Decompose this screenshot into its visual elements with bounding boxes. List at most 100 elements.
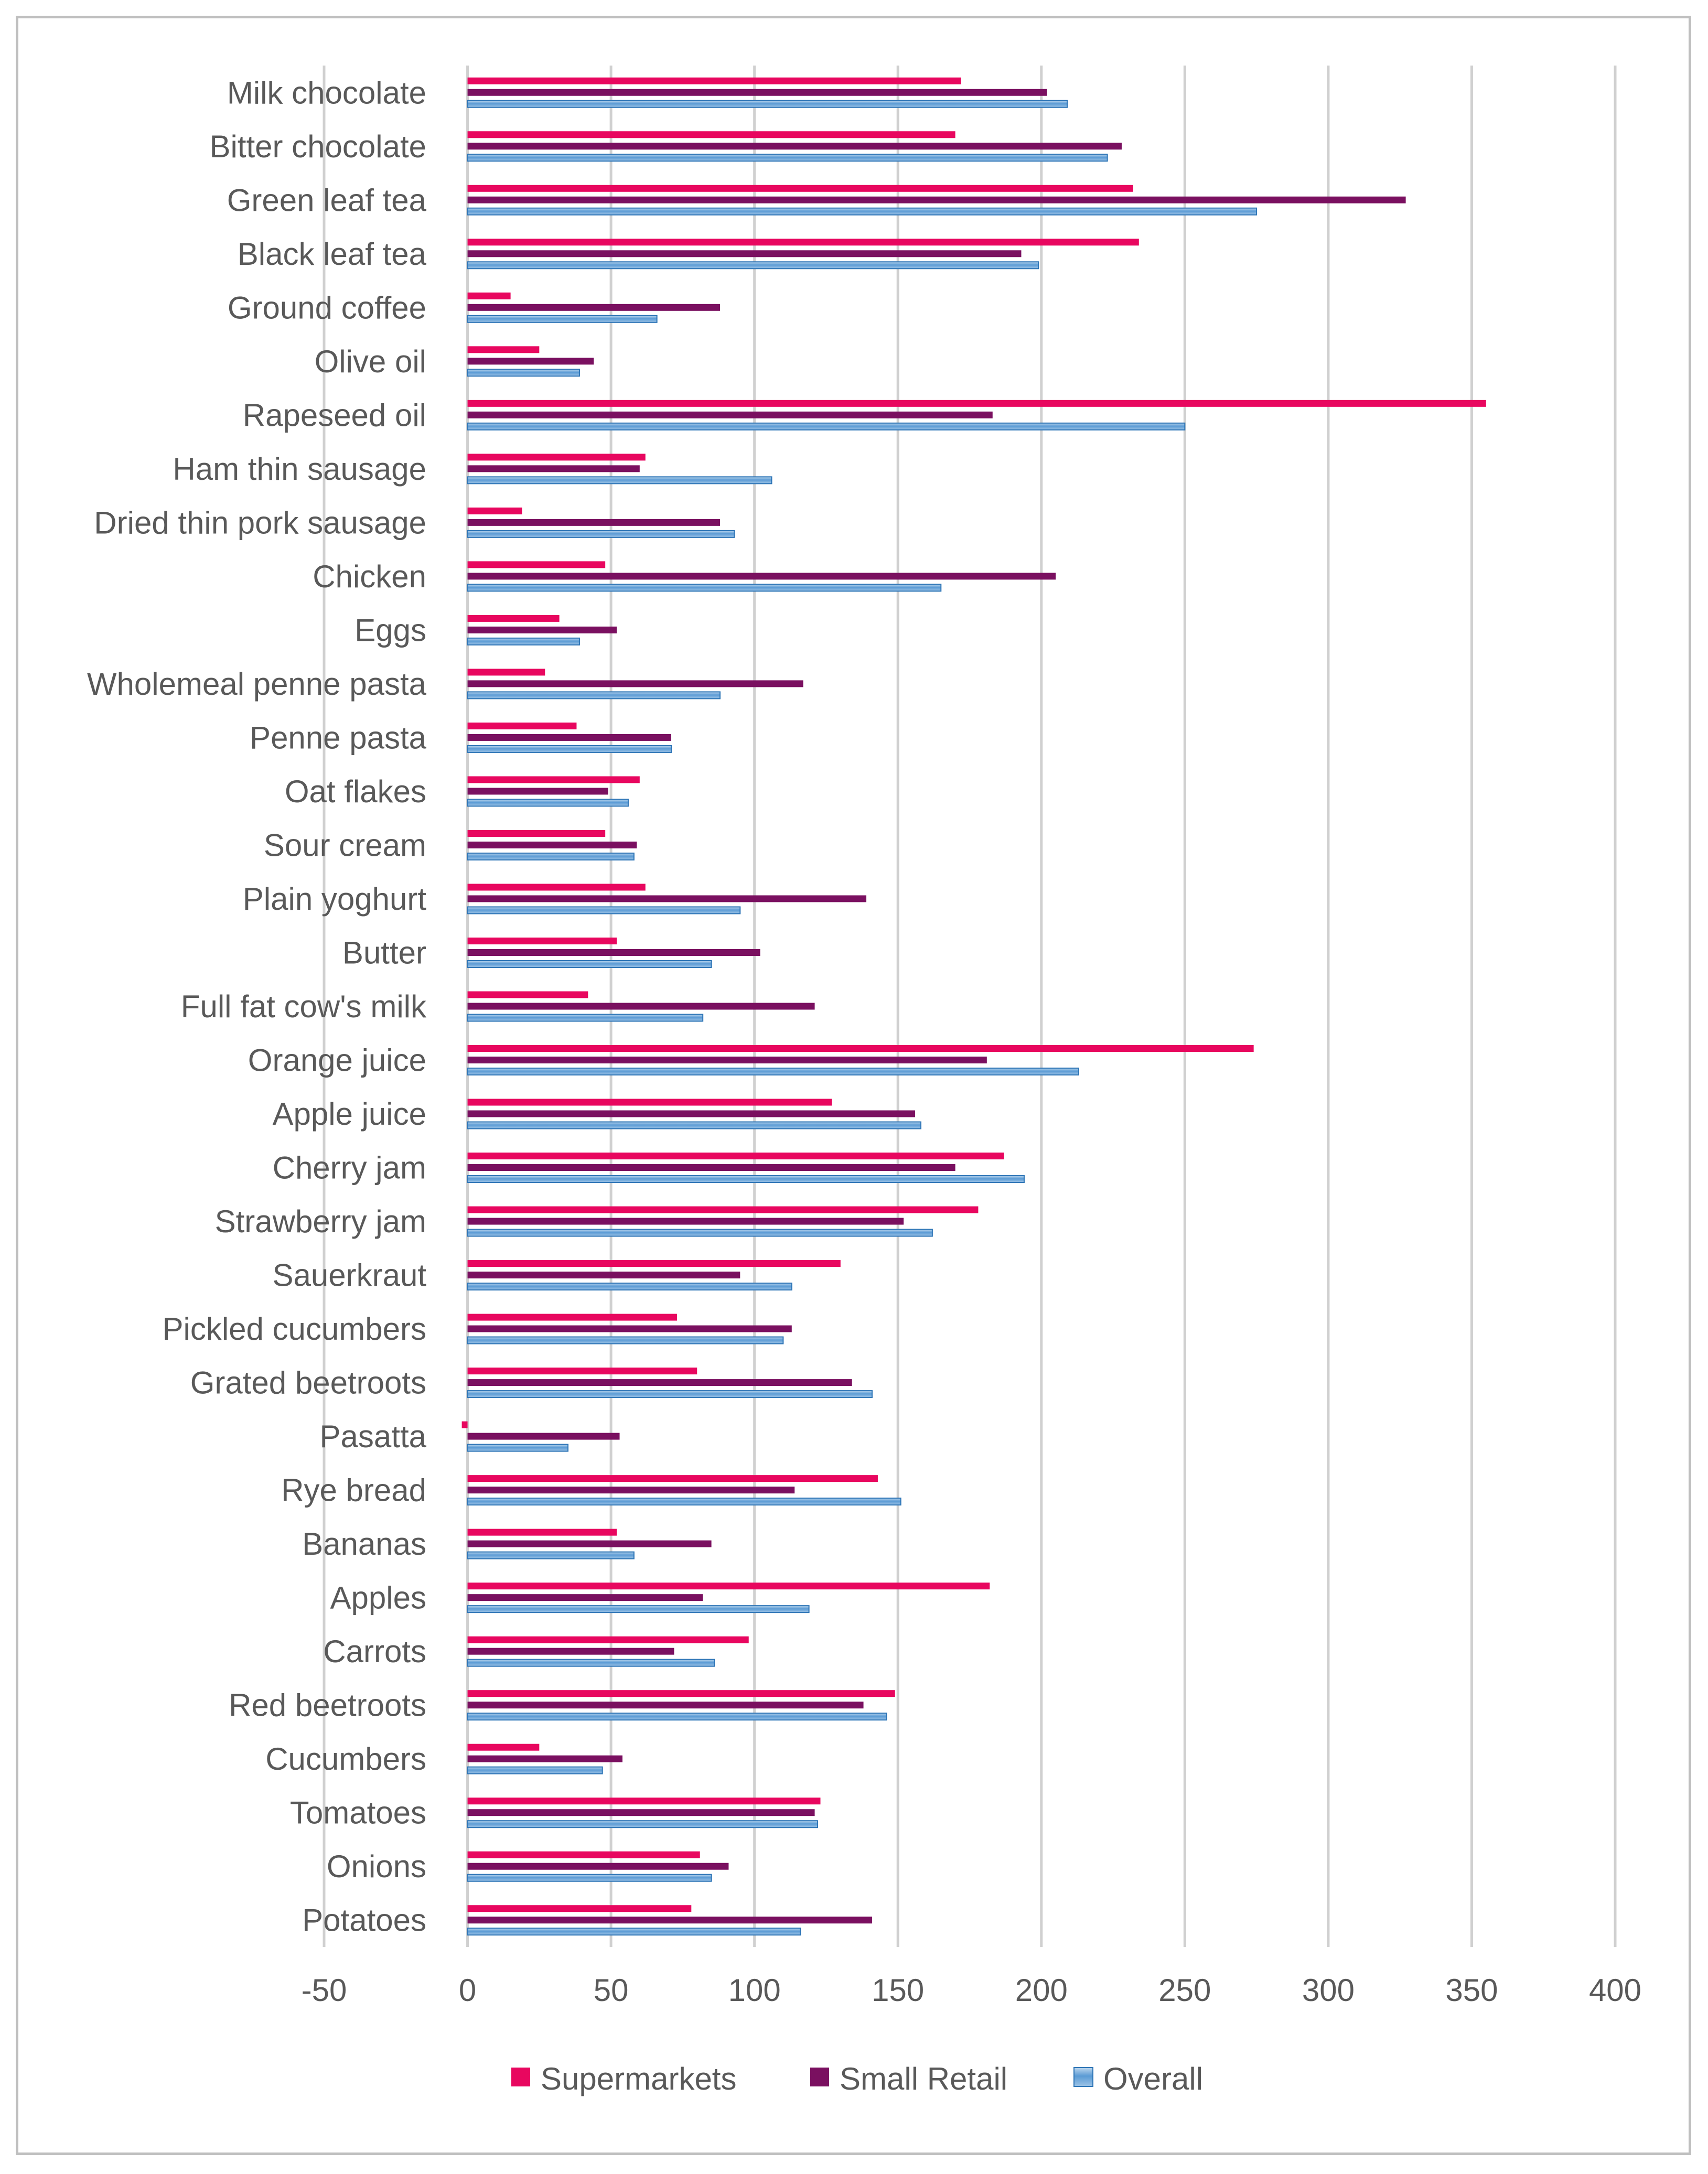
bar-supermarkets-ground-coffee (467, 292, 511, 299)
bar-small-retail-sauerkraut (467, 1272, 740, 1279)
category-label-pickled-cucumbers: Pickled cucumbers (162, 1311, 426, 1347)
bar-supermarkets-dried-thin-pork-sausage (467, 507, 522, 514)
bar-overall-dried-thin-pork-sausage (467, 530, 735, 538)
bar-overall-carrots (467, 1659, 715, 1667)
legend: Supermarkets Small Retail Overall (511, 2061, 1203, 2096)
chart-frame (16, 16, 1691, 2155)
bar-small-retail-grated-beetroots (467, 1379, 852, 1386)
bar-supermarkets-green-leaf-tea (467, 185, 1133, 192)
bar-supermarkets-apples (467, 1583, 990, 1590)
category-label-onions: Onions (327, 1849, 426, 1884)
category-label-oat-flakes: Oat flakes (285, 774, 426, 809)
bar-small-retail-pasatta (467, 1433, 620, 1440)
bar-overall-sour-cream (467, 852, 635, 860)
bar-small-retail-plain-yoghurt (467, 895, 867, 902)
category-label-cherry-jam: Cherry jam (273, 1150, 426, 1186)
bar-overall-pasatta (467, 1444, 569, 1452)
bar-overall-olive-oil (467, 369, 580, 377)
category-label-cucumbers: Cucumbers (265, 1741, 426, 1777)
x-axis-ticks: -50 0 50 100 150 200 250 300 350 400 (302, 1973, 1641, 2008)
legend-swatch-supermarkets (511, 2068, 530, 2086)
bar-supermarkets-pickled-cucumbers (467, 1314, 677, 1321)
bar-overall-bananas (467, 1551, 635, 1559)
category-label-orange-juice: Orange juice (248, 1043, 426, 1078)
bar-supermarkets-milk-chocolate (467, 77, 961, 84)
bar-small-retail-pickled-cucumbers (467, 1325, 792, 1332)
bar-supermarkets-strawberry-jam (467, 1206, 979, 1213)
category-label-potatoes: Potatoes (302, 1903, 426, 1938)
bar-overall-pickled-cucumbers (467, 1336, 784, 1344)
legend-label-supermarkets: Supermarkets (541, 2061, 736, 2096)
bar-small-retail-apples (467, 1594, 703, 1601)
bar-small-retail-chicken (467, 573, 1056, 580)
x-tick-label: 300 (1302, 1973, 1355, 2008)
bar-small-retail-rapeseed-oil (467, 411, 993, 418)
bar-overall-eggs (467, 637, 580, 645)
category-label-olive-oil: Olive oil (315, 344, 426, 379)
category-label-sauerkraut: Sauerkraut (273, 1258, 427, 1293)
legend-swatch-small-retail (810, 2068, 829, 2086)
bar-small-retail-rye-bread (467, 1487, 795, 1494)
bar-overall-sauerkraut (467, 1283, 792, 1291)
bar-supermarkets-butter (467, 937, 617, 944)
bar-overall-apples (467, 1605, 810, 1613)
bar-supermarkets-cherry-jam (467, 1153, 1004, 1160)
bar-overall-green-leaf-tea (467, 207, 1258, 216)
bar-overall-rapeseed-oil (467, 422, 1186, 431)
bar-supermarkets-red-beetroots (467, 1690, 895, 1697)
bar-small-retail-tomatoes (467, 1809, 815, 1816)
bar-supermarkets-eggs (467, 615, 560, 622)
bar-supermarkets-grated-beetroots (467, 1368, 697, 1375)
bar-supermarkets-bitter-chocolate (467, 131, 955, 138)
category-label-bananas: Bananas (302, 1526, 426, 1562)
bar-small-retail-carrots (467, 1648, 674, 1655)
category-label-black-leaf-tea: Black leaf tea (238, 236, 427, 272)
bar-overall-cucumbers (467, 1766, 603, 1774)
category-label-grated-beetroots: Grated beetroots (190, 1365, 426, 1401)
bar-small-retail-penne-pasta (467, 734, 672, 741)
bar-small-retail-bitter-chocolate (467, 143, 1122, 150)
category-label-penne-pasta: Penne pasta (250, 720, 427, 755)
bar-overall-full-fat-cow-s-milk (467, 1014, 704, 1022)
bar-overall-orange-juice (467, 1068, 1079, 1076)
bar-small-retail-milk-chocolate (467, 89, 1047, 96)
bar-overall-ham-thin-sausage (467, 476, 772, 485)
bar-overall-rye-bread (467, 1498, 901, 1506)
gridlines (323, 66, 1617, 1947)
bar-supermarkets-potatoes (467, 1905, 692, 1912)
x-tick-label: 250 (1158, 1973, 1211, 2008)
category-label-bitter-chocolate: Bitter chocolate (209, 129, 426, 164)
bar-small-retail-onions (467, 1863, 729, 1870)
bar-small-retail-cucumbers (467, 1755, 622, 1762)
x-tick-label: 350 (1445, 1973, 1498, 2008)
bar-small-retail-strawberry-jam (467, 1218, 904, 1225)
bar-overall-potatoes (467, 1928, 801, 1936)
bars (461, 77, 1486, 1936)
bar-supermarkets-carrots (467, 1636, 749, 1643)
bar-supermarkets-sauerkraut (467, 1260, 841, 1267)
x-tick-label: 50 (594, 1973, 629, 2008)
bar-supermarkets-tomatoes (467, 1798, 821, 1805)
bar-supermarkets-apple-juice (467, 1099, 832, 1106)
bar-supermarkets-ham-thin-sausage (467, 454, 646, 461)
category-labels: Milk chocolate Bitter chocolate Green leaf… (87, 75, 427, 1938)
category-label-tomatoes: Tomatoes (290, 1795, 426, 1831)
bar-small-retail-black-leaf-tea (467, 250, 1022, 257)
bar-overall-grated-beetroots (467, 1390, 873, 1398)
category-label-apples: Apples (330, 1580, 426, 1616)
bar-small-retail-butter (467, 949, 760, 956)
bar-supermarkets-penne-pasta (467, 722, 577, 729)
bar-supermarkets-bananas (467, 1529, 617, 1536)
bar-small-retail-ground-coffee (467, 304, 721, 311)
bar-overall-strawberry-jam (467, 1229, 933, 1237)
category-label-ham-thin-sausage: Ham thin sausage (173, 451, 426, 487)
legend-label-overall: Overall (1103, 2061, 1203, 2096)
bar-supermarkets-pasatta (461, 1421, 468, 1428)
bar-supermarkets-rye-bread (467, 1475, 878, 1482)
x-tick-label: 100 (728, 1973, 781, 2008)
bar-supermarkets-plain-yoghurt (467, 884, 646, 891)
bar-supermarkets-onions (467, 1851, 700, 1858)
x-tick-label: -50 (302, 1973, 347, 2008)
bar-small-retail-wholemeal-penne-pasta (467, 680, 803, 687)
bar-small-retail-ham-thin-sausage (467, 465, 640, 472)
